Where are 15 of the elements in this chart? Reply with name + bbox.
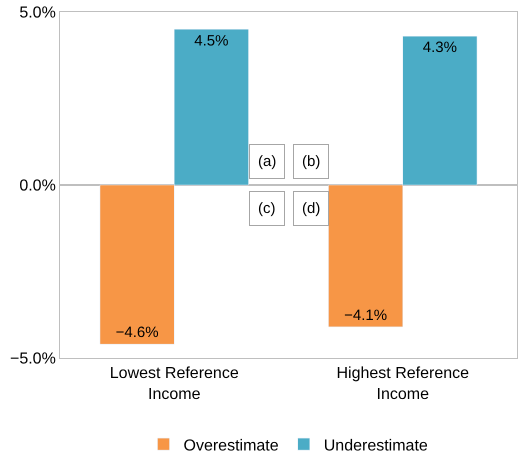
y-tick-label: 5.0%	[19, 4, 56, 22]
data-label: −4.6%	[116, 324, 159, 342]
annotation: (b)	[302, 153, 320, 170]
legend-label: Overestimate	[184, 437, 279, 454]
x-tick-label: Lowest Reference Income	[110, 365, 239, 403]
annotation: (a)	[258, 153, 276, 170]
x-tick-label: Highest Reference Income	[336, 365, 470, 403]
data-label: 4.5%	[194, 32, 228, 50]
y-tick-label: 0.0%	[19, 178, 56, 195]
data-label: −4.1%	[344, 306, 388, 324]
annotation: (d)	[302, 200, 320, 217]
y-tick-label: −5.0%	[10, 350, 56, 368]
data-label: 4.3%	[422, 39, 457, 56]
legend-label: Underestimate	[324, 437, 428, 454]
annotation: (c)	[258, 200, 276, 217]
